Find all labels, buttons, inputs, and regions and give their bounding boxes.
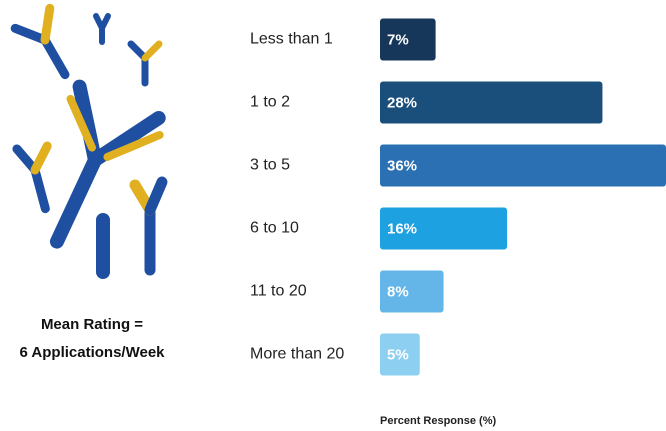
x-axis-label: Percent Response (%) bbox=[380, 415, 496, 427]
category-label: 1 to 2 bbox=[250, 94, 290, 111]
category-label: More than 20 bbox=[250, 346, 344, 363]
category-label: 11 to 20 bbox=[250, 283, 307, 300]
bar bbox=[380, 145, 666, 187]
value-label: 7% bbox=[387, 31, 409, 48]
antibody-illustration bbox=[13, 8, 166, 272]
value-label: 36% bbox=[387, 157, 417, 174]
value-label: 8% bbox=[387, 283, 409, 300]
annotation: Mean Rating = bbox=[41, 316, 143, 333]
value-label: 16% bbox=[387, 220, 417, 237]
chart: Mean Rating = 6 Applications/Week Percen… bbox=[0, 0, 666, 431]
value-label: 28% bbox=[387, 94, 417, 111]
annotation: 6 Applications/Week bbox=[19, 344, 165, 361]
category-label: Less than 1 bbox=[250, 31, 333, 48]
value-label: 5% bbox=[387, 346, 409, 363]
category-label: 6 to 10 bbox=[250, 220, 299, 237]
category-label: 3 to 5 bbox=[250, 157, 290, 174]
